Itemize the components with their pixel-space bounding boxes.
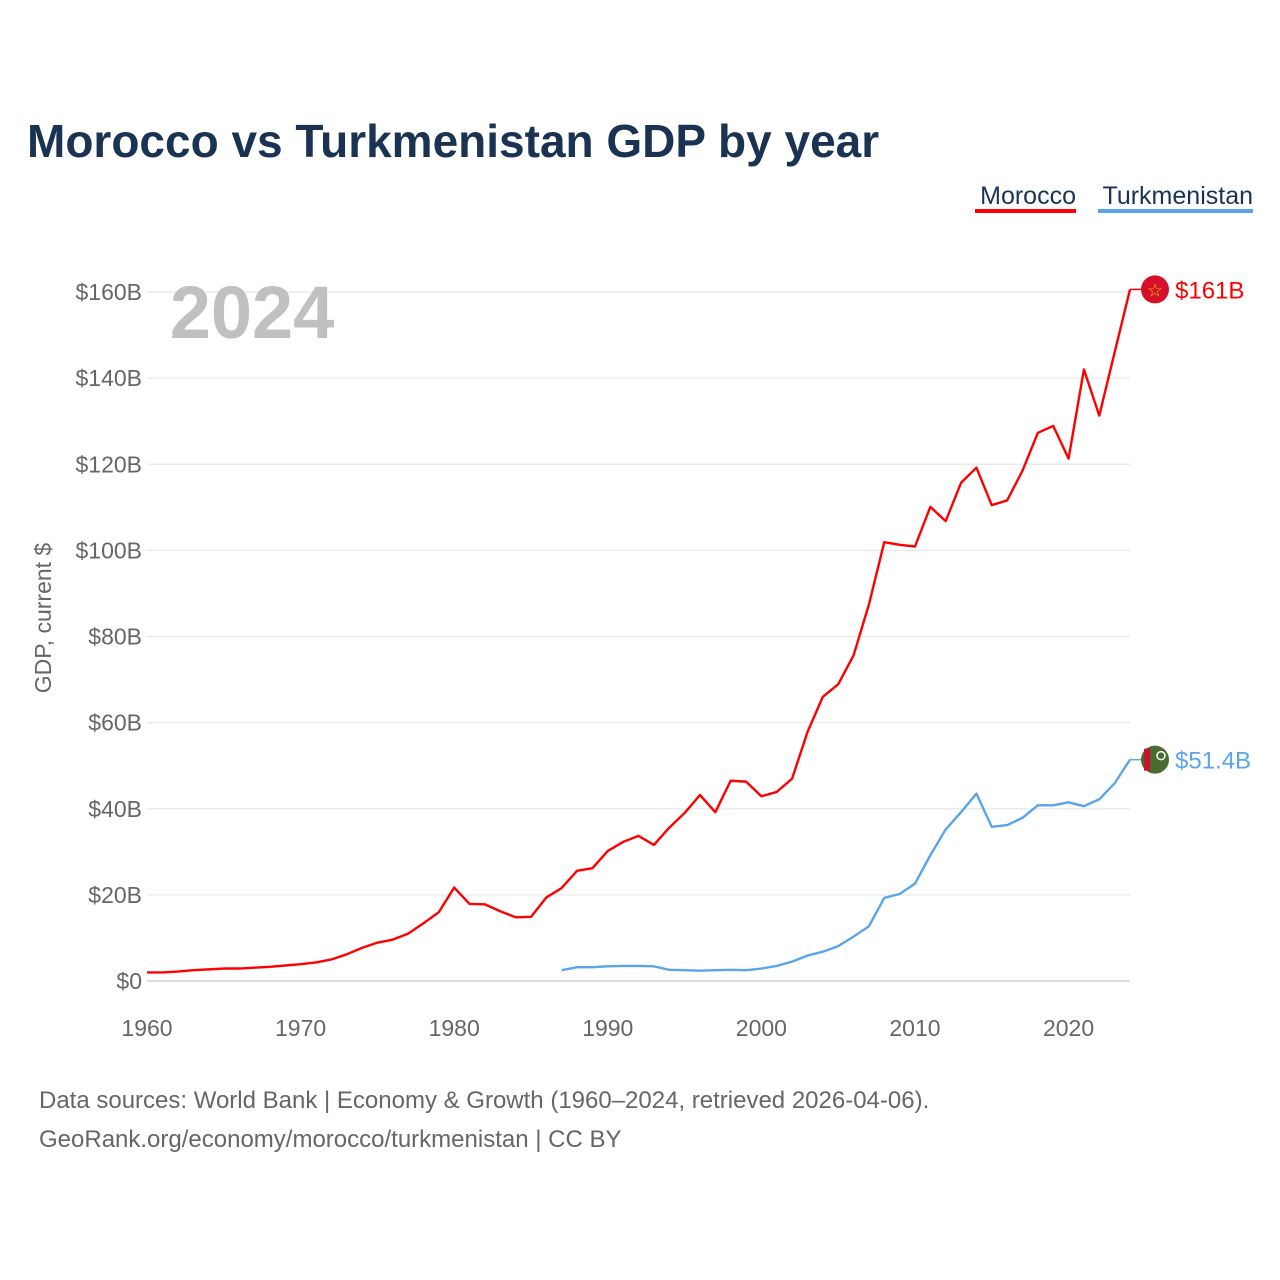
y-axis-label: GDP, current $ bbox=[30, 543, 56, 694]
y-tick-label: $20B bbox=[88, 882, 142, 908]
y-tick-label: $160B bbox=[75, 279, 142, 305]
y-tick-label: $140B bbox=[75, 365, 142, 391]
y-tick-label: $0 bbox=[116, 968, 142, 994]
year-watermark: 2024 bbox=[170, 271, 335, 354]
x-tick-label: 1960 bbox=[121, 1015, 172, 1041]
end-label-morocco: $161B bbox=[1175, 277, 1244, 304]
legend-item-turkmenistan[interactable]: Turkmenistan bbox=[1098, 182, 1253, 213]
flag-turkmenistan-icon bbox=[1141, 745, 1169, 774]
flag-morocco-icon: ☆ bbox=[1141, 275, 1169, 304]
legend-swatch-morocco bbox=[975, 209, 1076, 213]
chart-title: Morocco vs Turkmenistan GDP by year bbox=[27, 115, 879, 167]
y-tick-label: $80B bbox=[88, 624, 142, 650]
y-tick-label: $60B bbox=[88, 710, 142, 736]
y-axis: $0 $20B $40B $60B $80B $100B $120B $140B $160B bbox=[75, 279, 142, 994]
y-tick-label: $100B bbox=[75, 537, 142, 563]
y-tick-label: $120B bbox=[75, 451, 142, 477]
y-tick-label: $40B bbox=[88, 796, 142, 822]
x-tick-label: 2020 bbox=[1043, 1015, 1094, 1041]
x-tick-label: 2010 bbox=[889, 1015, 940, 1041]
end-label-turkmenistan: $51.4B bbox=[1175, 748, 1251, 775]
footer-link[interactable]: GeoRank.org/economy/morocco/turkmenistan… bbox=[39, 1126, 621, 1153]
end-labels: ☆ $161B $51.4B bbox=[1130, 275, 1251, 775]
legend: Morocco Turkmenistan bbox=[975, 182, 1253, 213]
legend-label-morocco: Morocco bbox=[980, 182, 1076, 210]
x-axis: 1960 1970 1980 1990 2000 2010 2020 bbox=[121, 1015, 1094, 1041]
gridlines bbox=[147, 291, 1130, 982]
series-line-morocco bbox=[147, 289, 1132, 974]
svg-text:☆: ☆ bbox=[1147, 280, 1163, 300]
x-tick-label: 2000 bbox=[736, 1015, 787, 1041]
series-lines bbox=[147, 289, 1132, 974]
x-tick-label: 1970 bbox=[275, 1015, 326, 1041]
footer-sources: Data sources: World Bank | Economy & Gro… bbox=[39, 1087, 929, 1114]
x-tick-label: 1980 bbox=[429, 1015, 480, 1041]
x-tick-label: 1990 bbox=[582, 1015, 633, 1041]
series-line-turkmenistan bbox=[561, 759, 1132, 972]
legend-item-morocco[interactable]: Morocco bbox=[975, 182, 1076, 213]
legend-swatch-turkmenistan bbox=[1098, 209, 1253, 213]
legend-label-turkmenistan: Turkmenistan bbox=[1102, 182, 1253, 210]
